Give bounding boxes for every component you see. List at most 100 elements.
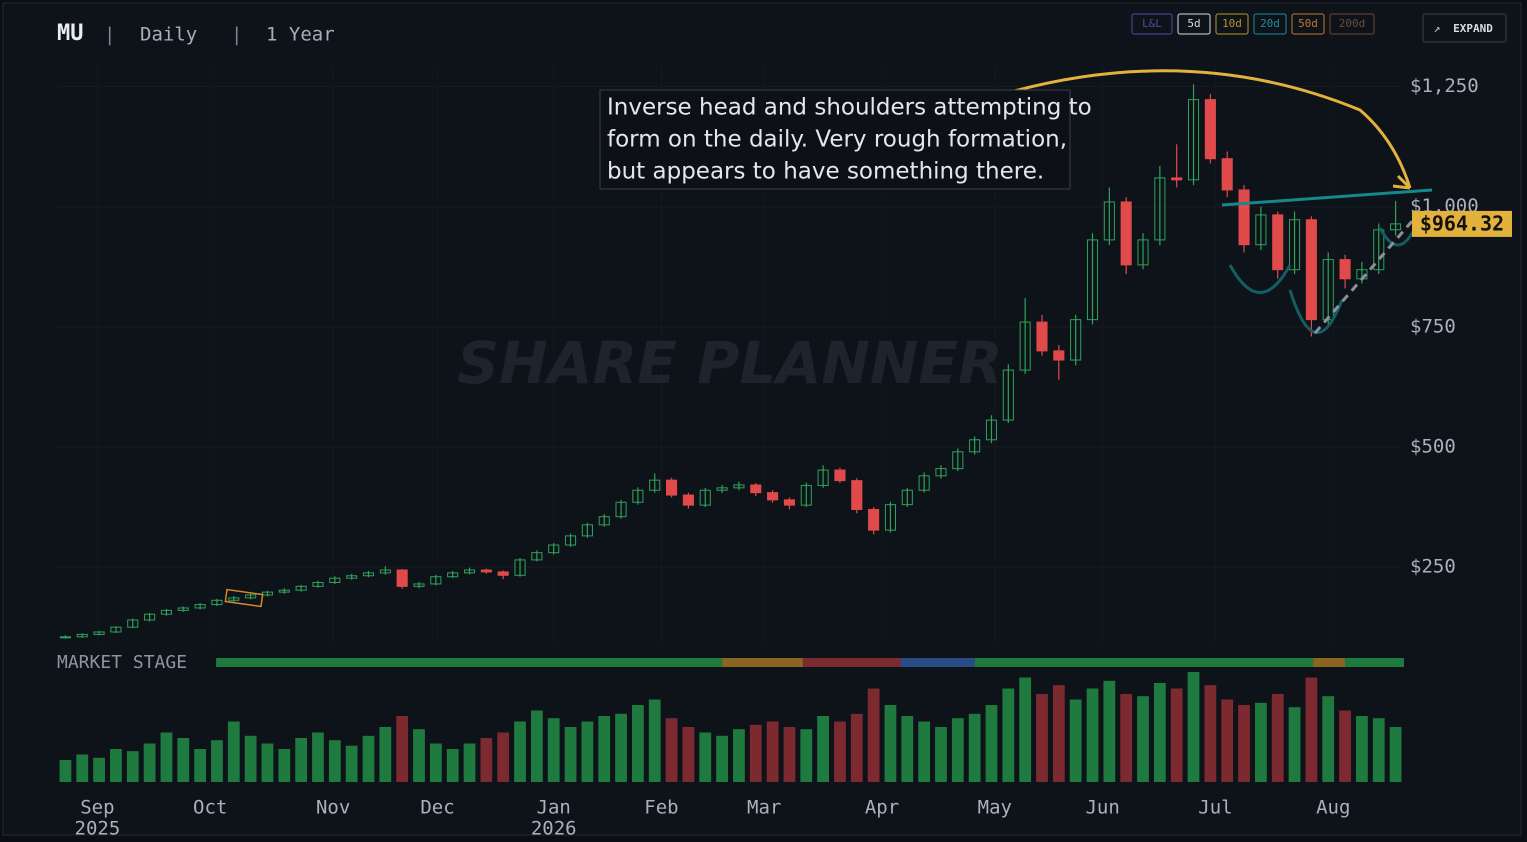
candle-body (1053, 350, 1065, 361)
volume-bar (1204, 685, 1217, 782)
candle-body (750, 484, 762, 494)
annotation-box (599, 89, 1071, 190)
volume-bar (1137, 696, 1149, 782)
candle-body (1137, 239, 1149, 266)
volume-bar (1120, 694, 1133, 782)
volume-bar (665, 718, 678, 782)
candle-body (716, 487, 728, 491)
annotation: Inverse head and shoulders attempting to… (599, 89, 1092, 190)
y-tick-label: $500 (1410, 435, 1456, 457)
expand-label: EXPAND (1453, 22, 1493, 35)
candle-body (699, 489, 711, 506)
volume-bar (362, 735, 375, 782)
candle-body (160, 609, 172, 615)
candle-body (278, 589, 290, 593)
candle-body (767, 492, 779, 501)
trendline (1313, 211, 1422, 334)
candle-body (581, 524, 593, 537)
candle-body (901, 489, 913, 506)
volume-bar (227, 721, 240, 782)
candle-body (295, 585, 307, 591)
volume-bar (530, 710, 543, 782)
separator: | (104, 24, 115, 46)
candle-body (413, 583, 425, 587)
control-button[interactable]: 50d (1291, 13, 1325, 35)
candle-body (682, 494, 694, 506)
volume-bar (1187, 672, 1200, 782)
candle-body (1289, 219, 1301, 271)
x-tick-label: Nov (316, 797, 350, 819)
expand-button[interactable]: ↗ EXPAND (1422, 13, 1507, 43)
candle-body (985, 419, 998, 441)
expand-icon: ↗ (1434, 22, 1441, 35)
volume-bar (733, 729, 745, 782)
volume-bar (547, 718, 560, 782)
neckline (1221, 188, 1433, 207)
stage-segment (974, 658, 1314, 667)
candle-body (1255, 214, 1267, 246)
volume-bar (1103, 680, 1116, 782)
candle-body (514, 559, 526, 576)
volume-bar (244, 735, 257, 782)
volume-bar (951, 718, 964, 782)
candle-body (127, 619, 139, 628)
candle-body (733, 484, 745, 489)
control-button[interactable]: 10d (1215, 13, 1249, 35)
control-frame (1329, 13, 1375, 35)
arrow-head (1392, 174, 1412, 190)
volume-bar (817, 716, 829, 782)
candle-body (615, 501, 627, 518)
control-button[interactable]: L&L (1131, 13, 1173, 35)
candle-body (783, 499, 795, 506)
volume-bar (480, 738, 493, 782)
candle-body (1086, 239, 1099, 321)
control-button[interactable]: 5d (1177, 13, 1211, 35)
candle-body (531, 552, 543, 561)
candle-body (1238, 189, 1250, 246)
candle-body (666, 479, 678, 496)
volume-bar (261, 743, 274, 782)
volume-bar (312, 732, 324, 782)
control-button[interactable]: 200d (1329, 13, 1375, 35)
control-label: 10d (1222, 17, 1242, 30)
candle-body (59, 636, 71, 639)
x-tick-label: May (978, 797, 1012, 819)
candle-body (1002, 369, 1014, 421)
volume-bar (648, 699, 661, 782)
volume-bar (396, 716, 409, 782)
range: 1 Year (266, 24, 335, 46)
candle-body (194, 604, 206, 609)
y-tick-label: $1,250 (1410, 75, 1479, 97)
candle-body (868, 508, 880, 531)
control-label: L&L (1142, 17, 1162, 30)
last-price-tag (1412, 210, 1512, 237)
year-label: 2026 (531, 818, 577, 839)
volume-bar (278, 749, 291, 782)
left-shoulder (1228, 264, 1292, 294)
volume-bar (783, 727, 796, 782)
volume-bar (1254, 702, 1267, 782)
volume-bar (463, 743, 476, 782)
volume-bar (1069, 699, 1082, 782)
volume-bar (1170, 688, 1183, 782)
candle-body (346, 575, 358, 579)
candle-body (952, 451, 964, 470)
candle-body (261, 591, 274, 596)
x-tick-label: Feb (644, 797, 678, 819)
volume-bar (1271, 694, 1284, 782)
candle-body (632, 489, 644, 503)
volume-bar (1238, 705, 1250, 782)
volume-bar (1372, 718, 1385, 782)
x-tick-label: Apr (865, 797, 899, 819)
control-label: 50d (1298, 17, 1318, 30)
volume-bar (1288, 707, 1301, 782)
candle-body (245, 594, 257, 599)
candle-body (1070, 319, 1082, 361)
candle-body (548, 544, 560, 554)
volume-bar (564, 727, 577, 782)
volume-bar (598, 716, 611, 782)
candle-body (430, 576, 442, 585)
candle-body (480, 569, 492, 573)
control-button[interactable]: 20d (1253, 13, 1287, 35)
